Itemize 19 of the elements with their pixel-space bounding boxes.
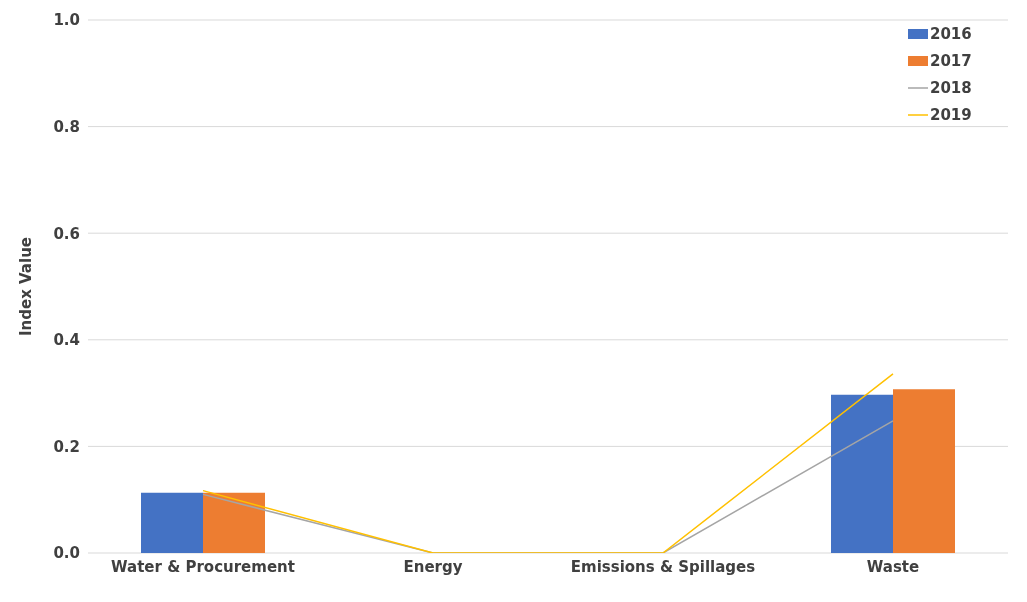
y-axis-title: Index Value	[17, 237, 36, 336]
y-tick-label: 1.0	[53, 11, 80, 30]
y-tick-label: 0.2	[53, 437, 80, 456]
y-tick-label: 0.4	[53, 331, 80, 350]
bar	[893, 389, 955, 553]
legend-label: 2016	[930, 24, 972, 43]
bar	[831, 394, 893, 553]
legend-label: 2019	[930, 105, 972, 124]
x-tick-label: Water & Procurement	[111, 557, 295, 576]
x-tick-label: Waste	[866, 557, 920, 576]
x-tick-label: Energy	[403, 557, 463, 576]
legend-label: 2017	[930, 51, 972, 70]
y-tick-label: 0.8	[53, 117, 80, 136]
bar	[203, 492, 265, 553]
legend-label: 2018	[930, 78, 972, 97]
y-tick-label: 0.0	[53, 544, 80, 563]
y-tick-label: 0.6	[53, 224, 80, 243]
x-tick-label: Emissions & Spillages	[570, 557, 756, 576]
bar	[141, 492, 203, 553]
